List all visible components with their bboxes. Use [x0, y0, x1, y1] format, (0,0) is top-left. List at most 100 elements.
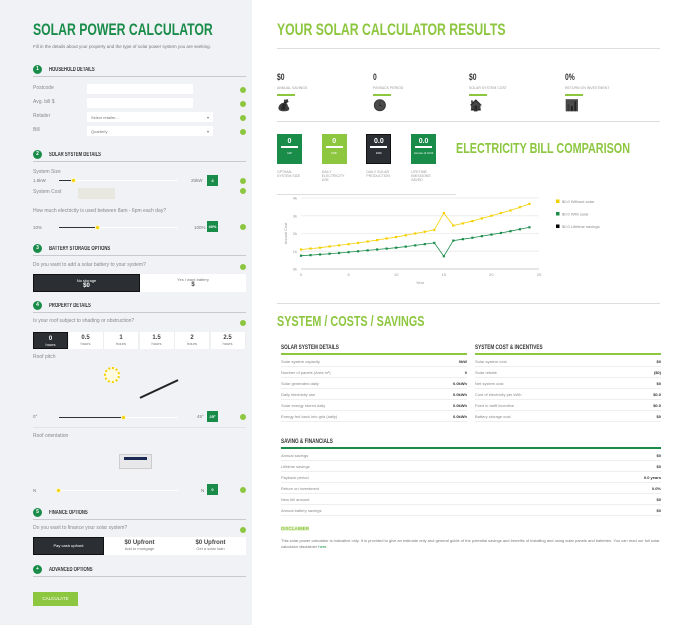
- retailer-select[interactable]: Select retailer... ▾: [87, 112, 213, 122]
- row-label: Payback period: [281, 474, 309, 480]
- kpi-caption: DAILY SOLAR PRODUCTION: [366, 170, 390, 178]
- row-label: Return on investment: [281, 485, 320, 491]
- kpi-caption: OPTIMAL SYSTEM SIZE: [277, 170, 301, 178]
- data-point: [318, 253, 322, 256]
- info-icon[interactable]: [240, 320, 246, 326]
- info-icon[interactable]: [240, 527, 246, 533]
- hours-value: 1: [119, 335, 123, 341]
- battery-option-no-storage[interactable]: No storage $0: [33, 274, 140, 292]
- info-icon[interactable]: [240, 414, 246, 420]
- table-accent-bar: [281, 353, 467, 355]
- shading-hours-option[interactable]: 0 hours: [33, 332, 68, 349]
- shading-hours-option[interactable]: 0.5 hours: [68, 332, 104, 349]
- step-number: 1: [33, 65, 42, 74]
- hours-unit: hours: [80, 341, 91, 346]
- advanced-options-toggle[interactable]: + ADVANCED OPTIONS: [33, 565, 246, 577]
- daytime-usage-slider[interactable]: [59, 227, 178, 228]
- kpi-divider: [281, 146, 298, 148]
- info-icon[interactable]: [240, 224, 246, 230]
- accent-bar: [565, 94, 583, 96]
- x-tick-label: 15: [442, 272, 447, 277]
- shading-hours-option[interactable]: 2.5 hours: [210, 332, 246, 349]
- section-property: 4 PROPERTY DETAILS: [33, 301, 246, 313]
- info-icon[interactable]: [240, 264, 246, 270]
- accent-bar: [277, 94, 295, 96]
- battery-option-yes[interactable]: Yes I want battery $: [140, 274, 246, 292]
- results-title: YOUR SOLAR CALCULATOR RESULTS: [277, 20, 506, 39]
- option-title: $0 Upfront: [195, 540, 226, 546]
- roof-pitch-label: Roof pitch: [33, 354, 56, 360]
- stat-value: $0: [277, 72, 285, 82]
- table-row: Solar rebate ($0): [475, 367, 661, 378]
- step-number: 2: [33, 150, 42, 159]
- accent-bar: [469, 94, 487, 96]
- legend-swatch[interactable]: [556, 212, 560, 216]
- money-bag-icon: 💰: [277, 100, 291, 112]
- data-point: [461, 222, 464, 225]
- table-row: Feed in tariff incentive $0.0: [475, 400, 661, 411]
- finance-option-loan[interactable]: $0 Upfront Get a solar loan: [175, 537, 246, 555]
- shading-hours-option[interactable]: 1 hours: [104, 332, 139, 349]
- disclaimer-link[interactable]: here.: [318, 544, 328, 549]
- info-icon[interactable]: [240, 87, 246, 93]
- usage-question: How much electricity is used between 8am…: [33, 208, 167, 214]
- kpi-divider: [415, 146, 433, 148]
- legend-label[interactable]: $0.0 With solar: [562, 212, 589, 217]
- data-point: [528, 226, 531, 229]
- info-icon[interactable]: [240, 178, 246, 184]
- info-icon[interactable]: [240, 188, 246, 194]
- shading-hours-option[interactable]: 1.5 hours: [139, 332, 175, 349]
- legend-swatch[interactable]: [556, 224, 560, 229]
- data-point: [433, 241, 436, 245]
- avg-bill-input[interactable]: [87, 98, 193, 108]
- bill-frequency-select[interactable]: Quarterly ▾: [87, 126, 213, 136]
- shading-hours-option[interactable]: 2 hours: [175, 332, 210, 349]
- system-size-slider[interactable]: [59, 180, 178, 181]
- section-title: PROPERTY DETAILS: [49, 303, 91, 309]
- data-point: [518, 228, 522, 231]
- info-icon[interactable]: [240, 129, 246, 135]
- step-number: 3: [33, 244, 42, 253]
- data-point: [461, 238, 464, 241]
- bar-chart-icon: 📊: [565, 100, 579, 112]
- row-label: Solar rebate: [475, 369, 497, 375]
- info-icon[interactable]: [240, 487, 246, 493]
- slider-handle[interactable]: [95, 225, 101, 230]
- calculate-button[interactable]: CALCULATE: [33, 592, 78, 606]
- data-point: [395, 246, 398, 249]
- section-title: ADVANCED OPTIONS: [49, 567, 93, 573]
- system-size-value: 4: [207, 175, 218, 186]
- section-finance: 5 FINANCE OPTIONS: [33, 508, 246, 520]
- row-value: 0.0 years: [643, 474, 661, 480]
- data-point: [490, 233, 493, 236]
- legend-label[interactable]: $0.0 Lifetime savings: [562, 224, 600, 229]
- postcode-input[interactable]: [87, 84, 193, 94]
- finance-option-cash[interactable]: Pay cash upfront: [33, 537, 104, 555]
- row-value: 0: [464, 369, 467, 375]
- data-point: [395, 235, 398, 239]
- finance-option-mortgage[interactable]: $0 Upfront Add to mortgage: [104, 537, 175, 555]
- slider-handle[interactable]: [121, 415, 127, 420]
- x-tick-label: 5: [347, 272, 350, 277]
- house-orientation-illustration: [119, 454, 152, 469]
- data-point: [528, 202, 531, 205]
- row-value: $0.0: [653, 391, 661, 397]
- roof-orientation-slider[interactable]: [59, 490, 178, 491]
- slider-min: 1.5kW: [33, 178, 46, 183]
- data-point: [299, 254, 303, 257]
- legend-swatch[interactable]: [556, 199, 560, 204]
- hours-unit: hours: [45, 342, 56, 347]
- slider-handle[interactable]: [71, 178, 77, 183]
- hours-value: 1.5: [152, 335, 161, 341]
- data-point: [480, 217, 483, 220]
- kpi-caption: LIFETIME EMISSIONS SAVED: [411, 170, 431, 182]
- divider: [277, 194, 456, 195]
- info-icon[interactable]: [240, 115, 246, 121]
- legend-label[interactable]: $0.0 Without solar: [562, 199, 595, 204]
- kpi-box: 0.0 kWh: [366, 134, 392, 164]
- stat-label: ANNUAL SAVINGS: [277, 86, 308, 90]
- slider-handle[interactable]: [56, 488, 61, 493]
- data-point: [518, 206, 522, 209]
- stat-return-on-investment: 0% RETURN ON INVESTMENT 📊: [565, 67, 609, 112]
- info-icon[interactable]: [240, 101, 246, 107]
